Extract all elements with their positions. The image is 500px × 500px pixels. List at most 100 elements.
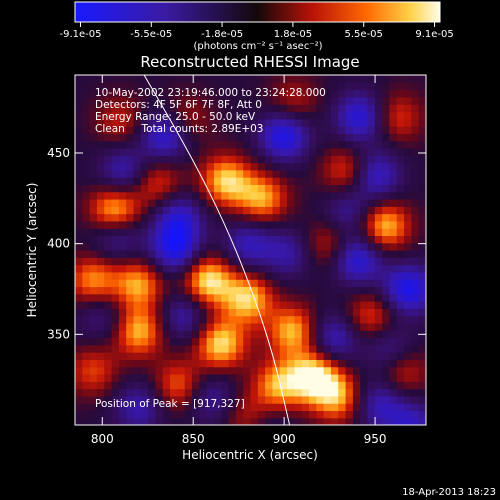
- heatmap-cell: [184, 235, 193, 244]
- heatmap-cell: [309, 330, 317, 339]
- heatmap-cell: [374, 337, 383, 346]
- heatmap-cell: [294, 250, 303, 258]
- heatmap-cell: [360, 388, 369, 397]
- heatmap-cell: [111, 381, 120, 390]
- heatmap-cell: [221, 82, 230, 91]
- heatmap-cell: [323, 301, 332, 309]
- heatmap-cell: [155, 184, 164, 193]
- heatmap-cell: [279, 118, 288, 127]
- heatmap-cell: [192, 140, 200, 149]
- heatmap-cell: [140, 417, 149, 425]
- heatmap-cell: [96, 118, 105, 127]
- heatmap-cell: [213, 308, 222, 317]
- heatmap-cell: [257, 82, 266, 91]
- heatmap-cell: [345, 381, 354, 390]
- heatmap-cell: [235, 308, 244, 317]
- heatmap-cell: [75, 126, 83, 134]
- heatmap-cell: [345, 373, 354, 382]
- heatmap-cell: [338, 184, 347, 193]
- heatmap-cell: [309, 206, 317, 215]
- heatmap-cell: [75, 228, 83, 237]
- heatmap-cell: [155, 359, 164, 368]
- heatmap-cell: [235, 118, 244, 127]
- x-tick-label: 850: [182, 432, 205, 446]
- heatmap-cell: [338, 118, 347, 127]
- heatmap-cell: [272, 111, 281, 120]
- heatmap-cell: [382, 228, 391, 237]
- heatmap-cell: [309, 162, 317, 171]
- heatmap-cell: [265, 330, 274, 339]
- heatmap-cell: [330, 191, 339, 200]
- heatmap-cell: [213, 344, 222, 353]
- heatmap-cell: [396, 344, 405, 353]
- heatmap-cell: [404, 417, 412, 425]
- heatmap-cell: [140, 359, 149, 368]
- heatmap-cell: [148, 410, 157, 419]
- heatmap-cell: [162, 198, 171, 207]
- heatmap-cell: [418, 220, 426, 229]
- heatmap-cell: [213, 410, 222, 419]
- heatmap-cell: [111, 250, 120, 258]
- heatmap-cell: [382, 366, 391, 375]
- heatmap-cell: [272, 184, 281, 193]
- heatmap-cell: [206, 140, 215, 149]
- heatmap-cell: [75, 293, 83, 302]
- heatmap-cell: [352, 403, 361, 412]
- heatmap-cell: [148, 177, 157, 185]
- heatmap-cell: [89, 366, 98, 375]
- heatmap-cell: [235, 104, 244, 113]
- heatmap-cell: [155, 403, 164, 412]
- heatmap-cell: [199, 286, 208, 295]
- heatmap-cell: [82, 104, 91, 113]
- heatmap-cell: [396, 359, 405, 368]
- heatmap-cell: [133, 337, 142, 346]
- heatmap-cell: [184, 322, 193, 331]
- heatmap-cell: [228, 359, 237, 368]
- heatmap-cell: [389, 352, 398, 360]
- heatmap-cell: [396, 352, 405, 360]
- heatmap-cell: [104, 264, 113, 273]
- heatmap-cell: [345, 235, 354, 244]
- heatmap-cell: [404, 82, 412, 91]
- heatmap-cell: [118, 147, 127, 156]
- heatmap-cell: [155, 279, 164, 288]
- heatmap-cell: [265, 169, 274, 178]
- heatmap-cell: [89, 242, 98, 251]
- heatmap-cell: [338, 82, 347, 91]
- info-line-energy: Energy Range: 25.0 - 50.0 keV: [95, 111, 256, 123]
- heatmap-cell: [279, 308, 288, 317]
- heatmap-cell: [301, 206, 310, 215]
- heatmap-cell: [126, 213, 135, 222]
- heatmap-cell: [338, 228, 347, 237]
- heatmap-cell: [367, 242, 376, 251]
- heatmap-cell: [309, 271, 317, 280]
- heatmap-cell: [162, 206, 171, 215]
- heatmap-cell: [294, 126, 303, 134]
- heatmap-cell: [111, 352, 120, 360]
- heatmap-cell: [82, 147, 91, 156]
- heatmap-cell: [228, 111, 237, 120]
- heatmap-cell: [272, 286, 281, 295]
- heatmap-cell: [404, 162, 412, 171]
- heatmap-cell: [213, 191, 222, 200]
- heatmap-cell: [330, 162, 339, 171]
- heatmap-cell: [360, 293, 369, 302]
- heatmap-cell: [75, 373, 83, 382]
- heatmap-cell: [206, 410, 215, 419]
- heatmap-cell: [294, 395, 303, 404]
- heatmap-cell: [221, 198, 230, 207]
- heatmap-cell: [111, 279, 120, 288]
- heatmap-cell: [199, 147, 208, 156]
- heatmap-cell: [352, 286, 361, 295]
- heatmap-cell: [213, 242, 222, 251]
- heatmap-cell: [228, 162, 237, 171]
- heatmap-cell: [265, 133, 274, 142]
- heatmap-cell: [192, 301, 200, 309]
- heatmap-cell: [382, 118, 391, 127]
- heatmap-cell: [148, 366, 157, 375]
- heatmap-cell: [228, 381, 237, 390]
- heatmap-cell: [235, 75, 244, 83]
- heatmap-cell: [162, 279, 171, 288]
- heatmap-cell: [82, 410, 91, 419]
- heatmap-cell: [309, 352, 317, 360]
